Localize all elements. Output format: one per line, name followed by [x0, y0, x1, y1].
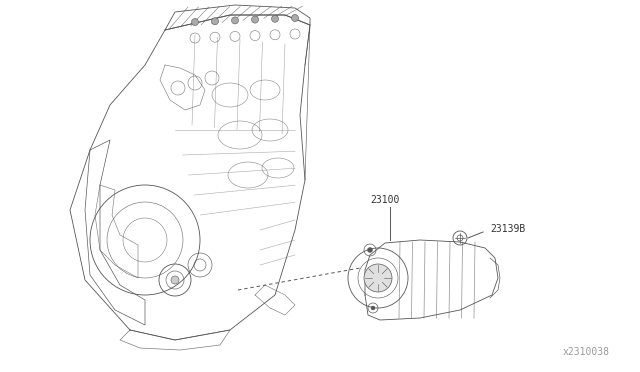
Text: 23100: 23100 [370, 195, 399, 205]
Circle shape [371, 306, 375, 310]
Circle shape [364, 264, 392, 292]
Circle shape [211, 18, 218, 25]
Text: 23139B: 23139B [490, 224, 525, 234]
Circle shape [271, 15, 278, 22]
Text: x2310038: x2310038 [563, 347, 610, 357]
Circle shape [252, 16, 259, 23]
Circle shape [191, 19, 198, 26]
Circle shape [232, 17, 239, 24]
Circle shape [171, 276, 179, 284]
Circle shape [291, 15, 298, 22]
Circle shape [367, 247, 372, 253]
